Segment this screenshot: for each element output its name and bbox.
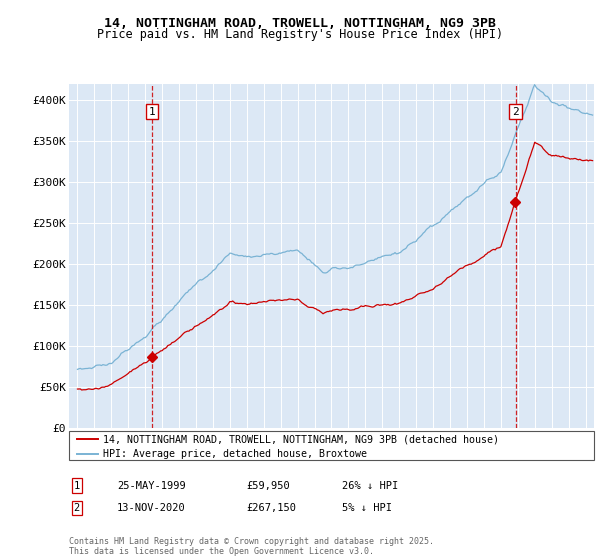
- Text: 13-NOV-2020: 13-NOV-2020: [117, 503, 186, 513]
- Text: £267,150: £267,150: [246, 503, 296, 513]
- Text: This data is licensed under the Open Government Licence v3.0.: This data is licensed under the Open Gov…: [69, 547, 374, 556]
- Text: Price paid vs. HM Land Registry's House Price Index (HPI): Price paid vs. HM Land Registry's House …: [97, 28, 503, 41]
- Text: 2: 2: [512, 106, 519, 116]
- Text: 14, NOTTINGHAM ROAD, TROWELL, NOTTINGHAM, NG9 3PB (detached house): 14, NOTTINGHAM ROAD, TROWELL, NOTTINGHAM…: [103, 435, 499, 444]
- Text: 14, NOTTINGHAM ROAD, TROWELL, NOTTINGHAM, NG9 3PB: 14, NOTTINGHAM ROAD, TROWELL, NOTTINGHAM…: [104, 17, 496, 30]
- Text: Contains HM Land Registry data © Crown copyright and database right 2025.: Contains HM Land Registry data © Crown c…: [69, 537, 434, 546]
- Text: 5% ↓ HPI: 5% ↓ HPI: [342, 503, 392, 513]
- Text: 1: 1: [74, 480, 80, 491]
- Text: HPI: Average price, detached house, Broxtowe: HPI: Average price, detached house, Brox…: [103, 449, 367, 459]
- Text: 1: 1: [148, 106, 155, 116]
- Text: 25-MAY-1999: 25-MAY-1999: [117, 480, 186, 491]
- Text: 26% ↓ HPI: 26% ↓ HPI: [342, 480, 398, 491]
- Text: £59,950: £59,950: [246, 480, 290, 491]
- Text: 2: 2: [74, 503, 80, 513]
- FancyBboxPatch shape: [69, 431, 594, 460]
